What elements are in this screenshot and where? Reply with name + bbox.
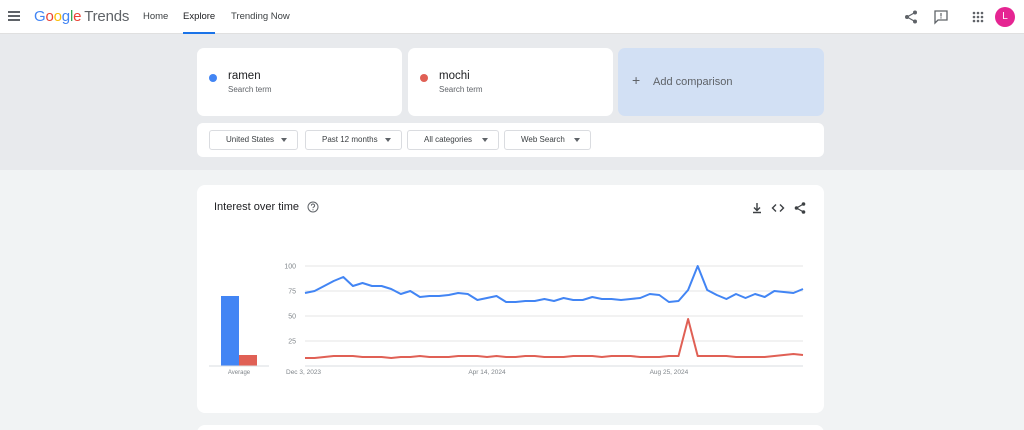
average-bar-ramen <box>221 296 239 366</box>
help-icon[interactable] <box>307 201 319 213</box>
search-type-filter-dropdown[interactable]: Web Search <box>504 130 591 150</box>
dropdown-caret-icon <box>574 138 580 142</box>
y-tick-label: 25 <box>288 339 296 346</box>
nav-trending-now[interactable]: Trending Now <box>231 11 290 22</box>
search-term-name: ramen <box>228 70 261 82</box>
apps-grid-icon[interactable] <box>970 9 986 25</box>
dropdown-caret-icon <box>281 138 287 142</box>
time-range-filter-dropdown[interactable]: Past 12 months <box>305 130 402 150</box>
next-card-edge <box>197 425 824 430</box>
nav-home[interactable]: Home <box>143 11 169 22</box>
hamburger-menu-icon[interactable] <box>8 11 20 21</box>
card-title: Interest over time <box>214 201 299 213</box>
search-term-name: mochi <box>439 70 470 82</box>
share-icon[interactable] <box>793 201 807 215</box>
google-trends-logo[interactable]: Google Trends <box>34 8 130 25</box>
embed-icon[interactable] <box>771 201 785 215</box>
series-line-mochi <box>305 318 804 359</box>
average-bar-mochi <box>239 355 257 366</box>
average-label: Average <box>228 370 251 376</box>
add-comparison-button[interactable]: + Add comparison <box>618 48 824 116</box>
download-icon[interactable] <box>750 201 764 215</box>
x-tick-label: Aug 25, 2024 <box>650 369 689 376</box>
plus-icon: + <box>632 72 641 88</box>
search-term-type: Search term <box>439 85 483 94</box>
share-icon[interactable] <box>903 9 919 25</box>
region-filter-dropdown[interactable]: United States <box>209 130 298 150</box>
series-color-dot <box>420 74 428 82</box>
search-term-type: Search term <box>228 85 272 94</box>
search-term-card-mochi[interactable]: mochi Search term <box>408 48 613 116</box>
x-tick-label: Apr 14, 2024 <box>468 369 506 376</box>
interest-over-time-card: Interest over time 100 75 50 25 Dec 3, 2023 A… <box>197 185 824 413</box>
top-app-bar: Google Trends Home Explore Trending Now L <box>0 0 1024 34</box>
y-tick-label: 100 <box>284 264 296 271</box>
feedback-icon[interactable] <box>933 9 949 25</box>
add-comparison-label: Add comparison <box>653 76 733 88</box>
dropdown-caret-icon <box>385 138 391 142</box>
account-avatar[interactable]: L <box>995 7 1015 27</box>
series-line-ramen <box>304 265 804 303</box>
x-tick-label: Dec 3, 2023 <box>286 369 321 376</box>
y-tick-label: 50 <box>288 314 296 321</box>
category-filter-dropdown[interactable]: All categories <box>407 130 499 150</box>
y-tick-label: 75 <box>288 289 296 296</box>
search-term-card-ramen[interactable]: ramen Search term <box>197 48 402 116</box>
filter-bar: United States Past 12 months All categor… <box>197 123 824 157</box>
interest-over-time-chart: 100 75 50 25 Dec 3, 2023 Apr 14, 2024 Aug 25, … <box>209 264 804 376</box>
dropdown-caret-icon <box>482 138 488 142</box>
series-color-dot <box>209 74 217 82</box>
nav-explore[interactable]: Explore <box>183 0 216 34</box>
